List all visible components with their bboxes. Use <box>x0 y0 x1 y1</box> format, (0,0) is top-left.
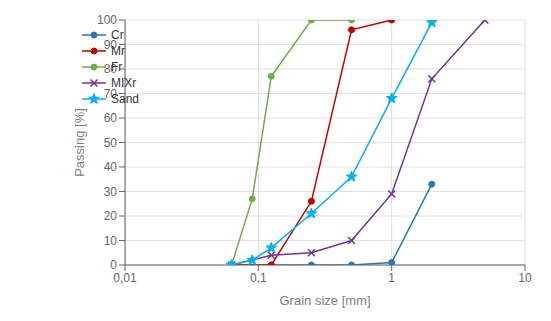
svg-text:40: 40 <box>104 160 118 174</box>
svg-text:0: 0 <box>110 258 117 272</box>
svg-text:10: 10 <box>104 234 118 248</box>
svg-text:20: 20 <box>104 209 118 223</box>
svg-text:70: 70 <box>104 87 118 101</box>
svg-text:Passing [%]: Passing [%] <box>72 108 87 177</box>
svg-text:Grain size [mm]: Grain size [mm] <box>280 293 371 308</box>
svg-text:1: 1 <box>388 271 395 285</box>
svg-text:50: 50 <box>104 136 118 150</box>
svg-text:0,1: 0,1 <box>250 271 267 285</box>
svg-text:0,01: 0,01 <box>113 271 137 285</box>
svg-text:100: 100 <box>97 13 117 27</box>
svg-text:60: 60 <box>104 111 118 125</box>
svg-text:90: 90 <box>104 38 118 52</box>
svg-text:30: 30 <box>104 185 118 199</box>
svg-text:80: 80 <box>104 62 118 76</box>
svg-text:10: 10 <box>518 271 532 285</box>
